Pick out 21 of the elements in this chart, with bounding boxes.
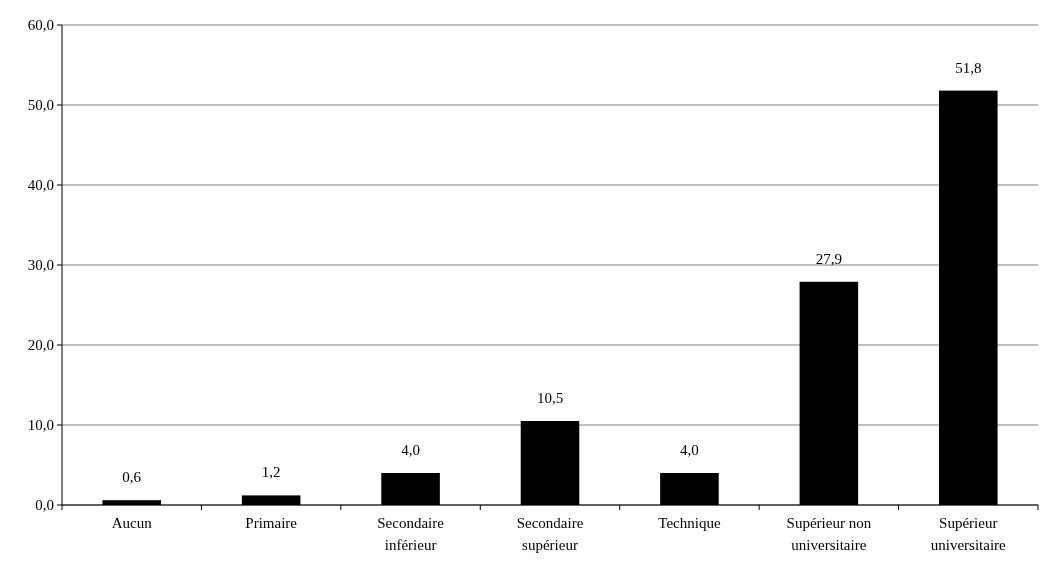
x-tick-label: Supérieur non universitaire bbox=[786, 515, 872, 553]
y-tick-label: 50,0 bbox=[27, 97, 54, 114]
x-tick-label: Aucun bbox=[111, 515, 153, 531]
x-tick-label: Supérieur universitaire bbox=[930, 515, 1007, 553]
y-tick-label: 40,0 bbox=[27, 177, 54, 194]
y-tick-label: 10,0 bbox=[27, 417, 54, 434]
x-tick-label: Secondaire supérieur bbox=[516, 515, 584, 553]
data-label: 51,8 bbox=[955, 59, 982, 76]
y-tick-label: 20,0 bbox=[27, 337, 54, 354]
y-tick-label: 0,0 bbox=[35, 497, 54, 514]
y-tick-label: 30,0 bbox=[27, 257, 54, 274]
data-label: 1,2 bbox=[261, 464, 281, 481]
y-tick-label: 60,0 bbox=[27, 17, 54, 34]
x-tick-label: Secondaire inférieur bbox=[377, 515, 445, 553]
data-label: 27,9 bbox=[815, 250, 842, 267]
x-tick-label: Technique bbox=[658, 515, 721, 531]
data-label: 4,0 bbox=[680, 442, 699, 458]
data-label: 4,0 bbox=[401, 442, 420, 458]
x-tick-label: Primaire bbox=[245, 515, 298, 531]
data-label: 0,6 bbox=[122, 469, 142, 486]
data-label: 10,5 bbox=[536, 390, 564, 406]
